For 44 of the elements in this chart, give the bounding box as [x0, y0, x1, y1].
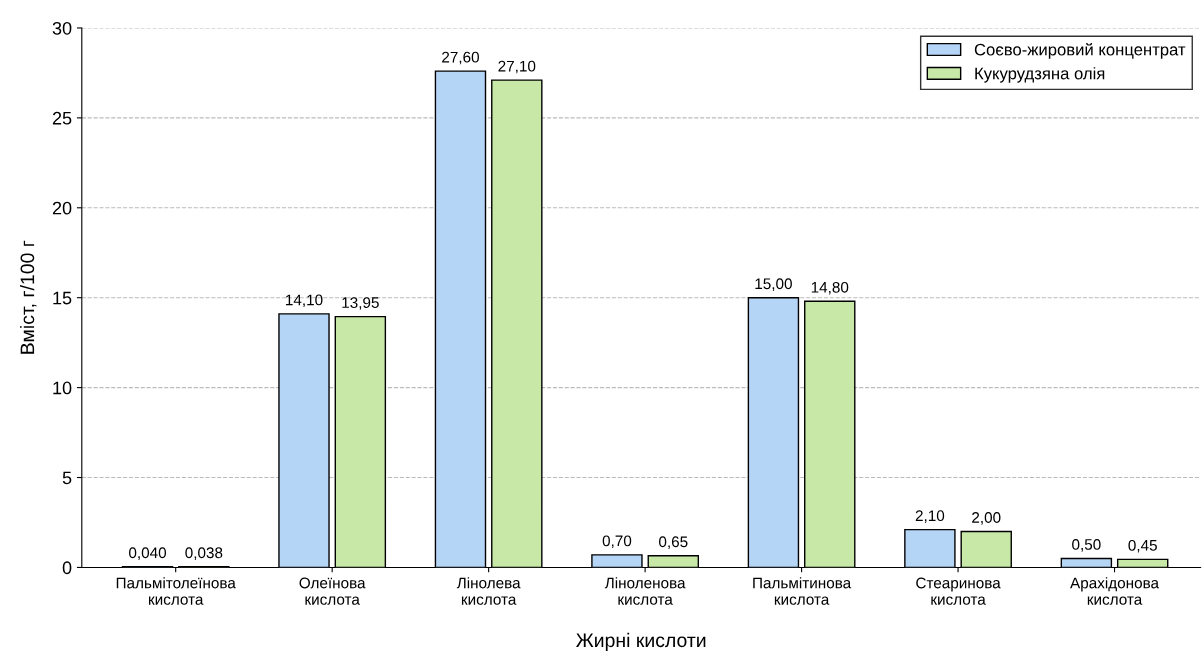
x-tick-label: Ліноленова кислота	[604, 577, 686, 605]
data-label: 14,80	[811, 281, 849, 295]
y-tick-label: 25	[52, 111, 72, 125]
x-tick-label: Олеїнова кислота	[299, 577, 366, 605]
data-label: 27,10	[498, 60, 536, 74]
data-label: 0,040	[129, 547, 167, 560]
data-label: 14,10	[286, 294, 323, 308]
x-tick-label: Лінолева кислота	[456, 577, 521, 605]
y-tick-label: 5	[62, 471, 72, 485]
data-label: 0,45	[1128, 539, 1157, 553]
bar	[904, 528, 956, 568]
legend-label: Кукурудзяна олія	[975, 67, 1105, 83]
y-tick-label: 0	[62, 561, 72, 575]
data-label: 2,10	[915, 510, 945, 523]
bar	[1116, 558, 1169, 568]
bar	[1060, 557, 1113, 568]
x-tick-label: Стеаринова кислота	[916, 577, 1001, 605]
x-tick-label: Пальмітинова кислота	[753, 577, 852, 605]
y-tick-label: 20	[52, 201, 72, 215]
y-axis-title: Вміст, г/100 г	[19, 240, 37, 354]
data-label: 13,95	[342, 297, 379, 310]
bar	[334, 315, 387, 568]
data-label: 0,038	[185, 547, 223, 560]
data-label: 2,00	[972, 512, 1001, 525]
bar	[747, 297, 800, 568]
data-label: 27,60	[442, 51, 479, 65]
legend-label: Соєво-жировий концентрат	[974, 42, 1186, 59]
x-axis-title: Жирні кислоти	[576, 632, 706, 651]
data-label: 0,65	[659, 536, 688, 549]
y-tick-label: 10	[53, 381, 72, 395]
y-tick-label: 15	[53, 291, 72, 305]
bar	[591, 554, 643, 568]
x-tick-label: Пальмітолеїнова кислота	[116, 577, 236, 605]
bar	[804, 300, 856, 568]
y-tick-label: 30	[52, 21, 72, 35]
bar	[960, 530, 1012, 568]
x-tick-label: Арахідонова кислота	[1070, 577, 1160, 605]
bar	[647, 555, 700, 568]
bar	[491, 79, 543, 568]
data-label: 0,50	[1072, 539, 1101, 552]
bar	[278, 313, 330, 568]
data-label: 15,00	[755, 278, 792, 291]
data-label: 0,70	[602, 535, 632, 549]
bar	[434, 70, 487, 568]
